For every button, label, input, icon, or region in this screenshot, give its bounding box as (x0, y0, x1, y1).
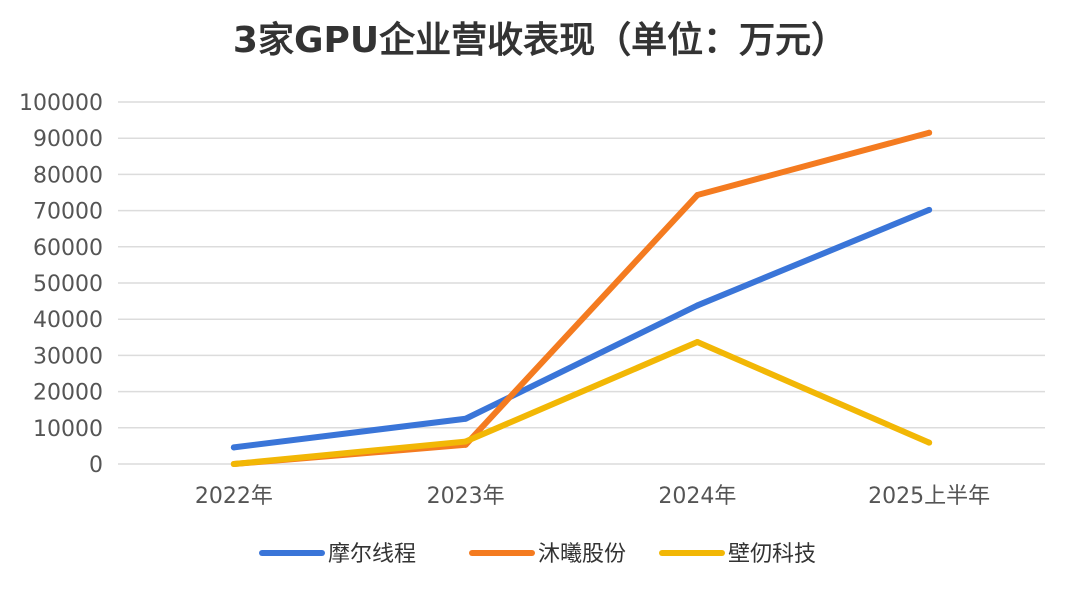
y-tick-label: 0 (89, 453, 103, 478)
series-line-3 (230, 339, 933, 467)
data-point (230, 461, 237, 467)
data-point (926, 129, 933, 136)
y-tick-label: 90000 (33, 127, 103, 152)
x-tick-label: 2022年 (195, 484, 273, 509)
legend-label: 壁仞科技 (728, 542, 816, 567)
y-tick-label: 70000 (33, 200, 103, 225)
chart-title: 3家GPU企业营收表现（单位：万元） (233, 19, 847, 61)
data-point (926, 439, 933, 446)
legend-label: 沐曦股份 (538, 542, 626, 567)
series-lines (230, 129, 933, 467)
y-tick-label: 40000 (33, 308, 103, 333)
x-axis-tick-labels: 2022年 2023年 2024年 2025上半年 (195, 484, 990, 509)
data-point (694, 339, 701, 346)
x-tick-label: 2024年 (658, 484, 736, 509)
y-tick-label: 100000 (19, 91, 103, 116)
data-point (462, 438, 469, 445)
data-point (926, 206, 933, 213)
y-tick-label: 50000 (33, 272, 103, 297)
y-tick-label: 60000 (33, 236, 103, 261)
y-axis-tick-labels: 0 10000 20000 30000 40000 50000 60000 70000 8000… (19, 91, 103, 478)
y-tick-label: 30000 (33, 344, 103, 369)
legend-label: 摩尔线程 (328, 542, 416, 567)
data-point (694, 192, 701, 199)
y-tick-label: 20000 (33, 381, 103, 406)
y-tick-label: 80000 (33, 163, 103, 188)
data-point (694, 302, 701, 309)
y-tick-label: 10000 (33, 417, 103, 442)
legend: 摩尔线程 沐曦股份 壁仞科技 (259, 542, 816, 567)
series-line-2 (230, 129, 933, 467)
gridlines (118, 101, 1045, 465)
x-tick-label: 2025上半年 (868, 484, 990, 509)
data-point (462, 415, 469, 422)
data-point (230, 444, 237, 451)
x-tick-label: 2023年 (427, 484, 505, 509)
series-line-1 (230, 206, 933, 451)
